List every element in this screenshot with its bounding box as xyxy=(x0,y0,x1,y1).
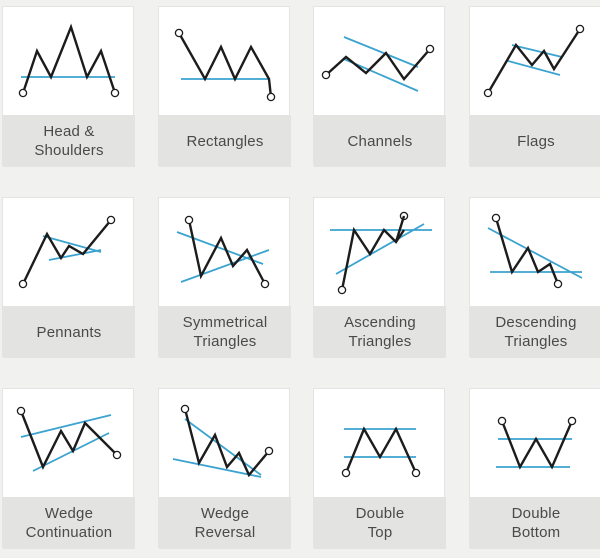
price-path xyxy=(500,420,574,470)
pattern-label: Symmetrical Triangles xyxy=(159,306,291,358)
head-and-shoulders-diagram xyxy=(18,23,120,98)
end-point xyxy=(567,416,577,426)
pattern-card-channels: Channels xyxy=(313,6,446,167)
price-path xyxy=(340,226,405,291)
pattern-card-wedge-continuation: Wedge Continuation xyxy=(2,388,135,549)
start-point xyxy=(16,406,26,416)
lower-flag-line xyxy=(507,60,561,76)
pattern-label: Double Bottom xyxy=(470,497,600,549)
upper-wedge-line xyxy=(184,418,262,476)
end-point xyxy=(553,279,563,289)
end-point xyxy=(425,44,435,54)
end-point xyxy=(264,446,274,456)
price-path xyxy=(494,217,560,285)
upper-triangle-line xyxy=(176,231,264,265)
falling-resistance-line xyxy=(487,227,583,279)
pattern-label: Double Top xyxy=(314,497,446,549)
breakout-segment xyxy=(394,215,406,243)
flags-diagram xyxy=(483,24,585,98)
lower-wedge-line xyxy=(32,432,110,472)
pattern-label: Head & Shoulders xyxy=(3,115,135,167)
start-point xyxy=(184,215,194,225)
wedge-continuation-diagram xyxy=(16,406,122,472)
wedge-reversal-diagram xyxy=(172,404,274,478)
double-top-diagram xyxy=(341,426,421,478)
end-point xyxy=(266,92,276,102)
start-point xyxy=(491,213,501,223)
channels-diagram xyxy=(321,36,435,92)
pattern-card-wedge-reversal: Wedge Reversal xyxy=(158,388,291,549)
start-point xyxy=(18,88,28,98)
price-path xyxy=(325,48,431,81)
start-point xyxy=(18,279,28,289)
lower-triangle-line xyxy=(180,249,270,283)
pattern-card-symmetrical-triangles: Symmetrical Triangles xyxy=(158,197,291,358)
price-path xyxy=(19,410,118,470)
pattern-card-rectangles: Rectangles xyxy=(158,6,291,167)
upper-pennant-line xyxy=(42,235,102,253)
pattern-card-ascending-triangles: Ascending Triangles xyxy=(313,197,446,358)
start-point xyxy=(174,28,184,38)
symmetrical-triangles-diagram xyxy=(176,215,270,289)
price-path xyxy=(486,28,582,94)
start-point xyxy=(341,468,351,478)
price-path xyxy=(183,408,270,478)
price-path xyxy=(177,32,273,98)
start-point xyxy=(337,285,347,295)
pattern-label: Ascending Triangles xyxy=(314,306,446,358)
start-point xyxy=(497,416,507,426)
end-point xyxy=(260,279,270,289)
price-path xyxy=(21,23,117,94)
pattern-card-descending-triangles: Descending Triangles xyxy=(469,197,600,358)
pattern-label: Descending Triangles xyxy=(470,306,600,358)
start-point xyxy=(321,70,331,80)
pennants-diagram xyxy=(18,215,116,289)
pattern-card-flags: Flags xyxy=(469,6,600,167)
pattern-card-double-bottom: Double Bottom xyxy=(469,388,600,549)
pattern-label: Flags xyxy=(470,115,600,167)
pattern-label: Wedge Reversal xyxy=(159,497,291,549)
rising-support-line xyxy=(335,223,425,275)
end-point xyxy=(106,215,116,225)
pattern-card-head-and-shoulders: Head & Shoulders xyxy=(2,6,135,167)
pattern-label: Rectangles xyxy=(159,115,291,167)
start-point xyxy=(483,88,493,98)
pattern-card-double-top: Double Top xyxy=(313,388,446,549)
upper-flag-line xyxy=(511,44,563,58)
upper-channel-line xyxy=(343,36,419,68)
pattern-card-pennants: Pennants xyxy=(2,197,135,358)
price-path xyxy=(21,219,112,285)
pattern-label: Pennants xyxy=(3,306,135,358)
end-point xyxy=(112,450,122,460)
price-path xyxy=(344,426,418,474)
upper-wedge-line xyxy=(20,414,112,438)
rectangles-diagram xyxy=(174,28,276,102)
end-point xyxy=(575,24,585,34)
end-point xyxy=(411,468,421,478)
pattern-label: Channels xyxy=(314,115,446,167)
price-path xyxy=(187,219,267,285)
pattern-label: Wedge Continuation xyxy=(3,497,135,549)
end-point xyxy=(110,88,120,98)
descending-triangles-diagram xyxy=(487,213,583,289)
double-bottom-diagram xyxy=(496,416,577,470)
lower-wedge-line xyxy=(172,458,262,478)
ascending-triangles-diagram xyxy=(330,211,432,295)
start-point xyxy=(180,404,190,414)
lower-pennant-line xyxy=(48,249,102,261)
